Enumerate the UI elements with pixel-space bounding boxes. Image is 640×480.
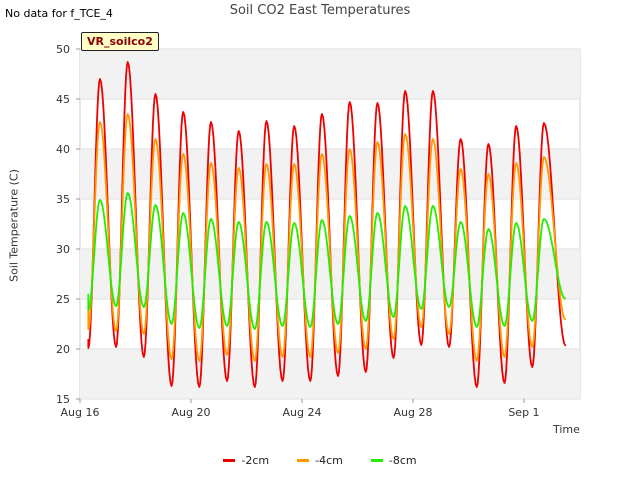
x-tick-label: Aug 20: [171, 406, 210, 419]
legend-swatch-2cm: [223, 459, 236, 462]
legend-label-8cm: -8cm: [388, 454, 417, 467]
legend: -2cm -4cm -8cm: [0, 454, 640, 467]
legend-label-2cm: -2cm: [241, 454, 270, 467]
series-line-8cm: [87, 192, 567, 330]
chart-title: Soil CO2 East Temperatures: [229, 3, 411, 18]
grid-band: [80, 149, 580, 199]
x-tick-label: Aug 24: [282, 406, 321, 419]
site-badge: VR_soilco2: [81, 32, 159, 51]
y-tick-label: 35: [56, 193, 70, 206]
y-tick-label: 20: [56, 343, 70, 356]
y-tick-label: 25: [56, 293, 70, 306]
y-tick-label: 50: [56, 43, 70, 56]
x-axis-label: Time: [553, 423, 580, 436]
series-line-4cm: [87, 113, 567, 362]
y-tick-label: 15: [56, 393, 70, 406]
y-tick-label: 45: [56, 93, 70, 106]
no-data-note: No data for f_TCE_4: [5, 7, 113, 20]
legend-label-4cm: -4cm: [315, 454, 343, 467]
y-tick-label: 40: [56, 143, 70, 156]
x-tick-label: Aug 28: [393, 406, 432, 419]
y-axis-label: Soil Temperature (C): [7, 169, 21, 282]
grid-band: [80, 349, 580, 399]
grid-band: [80, 49, 580, 99]
legend-swatch-4cm: [297, 459, 310, 462]
legend-item-2cm: -2cm: [223, 454, 269, 467]
x-tick-label: Sep 1: [508, 406, 539, 419]
y-tick-label: 30: [56, 243, 70, 256]
legend-item-8cm: -8cm: [370, 454, 417, 467]
legend-swatch-8cm: [370, 459, 383, 462]
legend-item-4cm: -4cm: [297, 454, 343, 467]
x-tick-label: Aug 16: [61, 406, 100, 419]
